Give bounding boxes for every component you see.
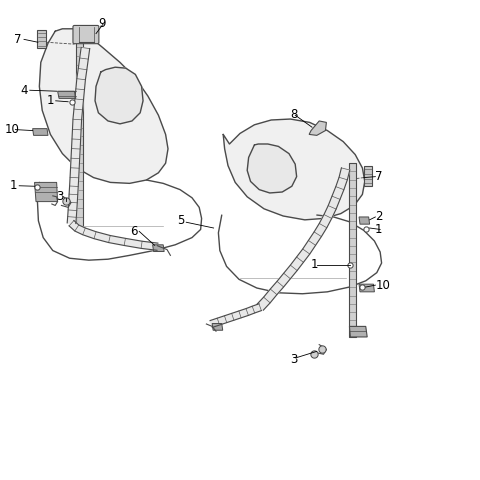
Polygon shape bbox=[210, 304, 262, 327]
Polygon shape bbox=[247, 144, 297, 193]
Text: 10: 10 bbox=[375, 278, 390, 292]
Polygon shape bbox=[95, 67, 143, 124]
Text: 4: 4 bbox=[20, 84, 28, 97]
Text: 10: 10 bbox=[5, 123, 20, 136]
Text: 6: 6 bbox=[131, 225, 138, 238]
Text: 2: 2 bbox=[375, 210, 383, 224]
Text: 1: 1 bbox=[47, 94, 55, 108]
Text: 8: 8 bbox=[290, 108, 298, 121]
Polygon shape bbox=[349, 163, 356, 337]
FancyBboxPatch shape bbox=[73, 25, 99, 44]
Text: 1: 1 bbox=[311, 258, 319, 272]
Polygon shape bbox=[69, 220, 158, 250]
Polygon shape bbox=[153, 245, 164, 252]
Polygon shape bbox=[67, 48, 90, 224]
Text: 1: 1 bbox=[10, 179, 17, 192]
Text: 1: 1 bbox=[374, 223, 382, 236]
Polygon shape bbox=[35, 182, 58, 202]
Polygon shape bbox=[76, 38, 83, 226]
Polygon shape bbox=[309, 121, 326, 135]
Polygon shape bbox=[257, 168, 350, 310]
Text: 9: 9 bbox=[98, 16, 106, 30]
Polygon shape bbox=[33, 129, 48, 135]
Text: 7: 7 bbox=[14, 33, 22, 46]
Polygon shape bbox=[359, 284, 374, 292]
Polygon shape bbox=[349, 326, 367, 337]
Polygon shape bbox=[58, 91, 76, 98]
FancyBboxPatch shape bbox=[364, 166, 372, 186]
Text: 3: 3 bbox=[290, 352, 298, 366]
Text: 5: 5 bbox=[177, 214, 184, 228]
Polygon shape bbox=[39, 29, 168, 183]
Text: 3: 3 bbox=[57, 190, 64, 204]
Polygon shape bbox=[223, 119, 365, 220]
Text: 7: 7 bbox=[375, 170, 383, 183]
FancyBboxPatch shape bbox=[37, 30, 46, 48]
Polygon shape bbox=[359, 217, 370, 224]
Polygon shape bbox=[212, 324, 223, 330]
